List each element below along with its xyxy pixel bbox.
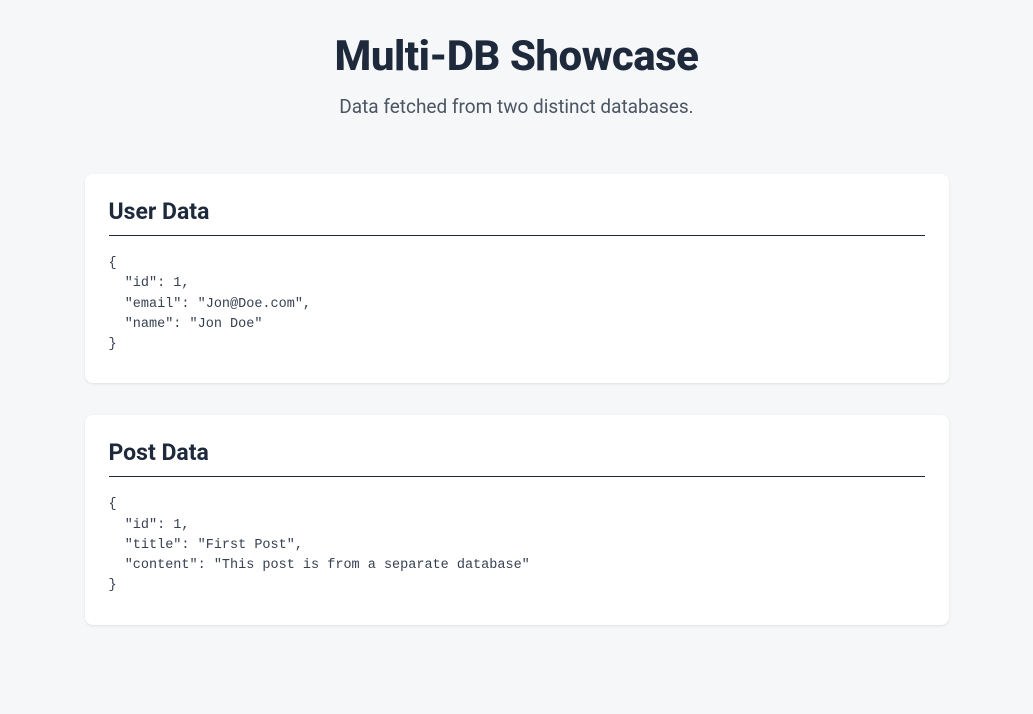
main-container: Multi-DB Showcase Data fetched from two … [85, 32, 949, 625]
user-json-block: { "id": 1, "email": "Jon@Doe.com", "name… [109, 254, 925, 355]
page-header: Multi-DB Showcase Data fetched from two … [85, 32, 949, 118]
post-json-block: { "id": 1, "title": "First Post", "conte… [109, 495, 925, 596]
user-data-card: User Data { "id": 1, "email": "Jon@Doe.c… [85, 174, 949, 383]
user-card-title: User Data [109, 198, 925, 236]
post-data-card: Post Data { "id": 1, "title": "First Pos… [85, 415, 949, 624]
page-title: Multi-DB Showcase [85, 32, 949, 81]
page-subtitle: Data fetched from two distinct databases… [85, 95, 949, 118]
post-card-title: Post Data [109, 439, 925, 477]
